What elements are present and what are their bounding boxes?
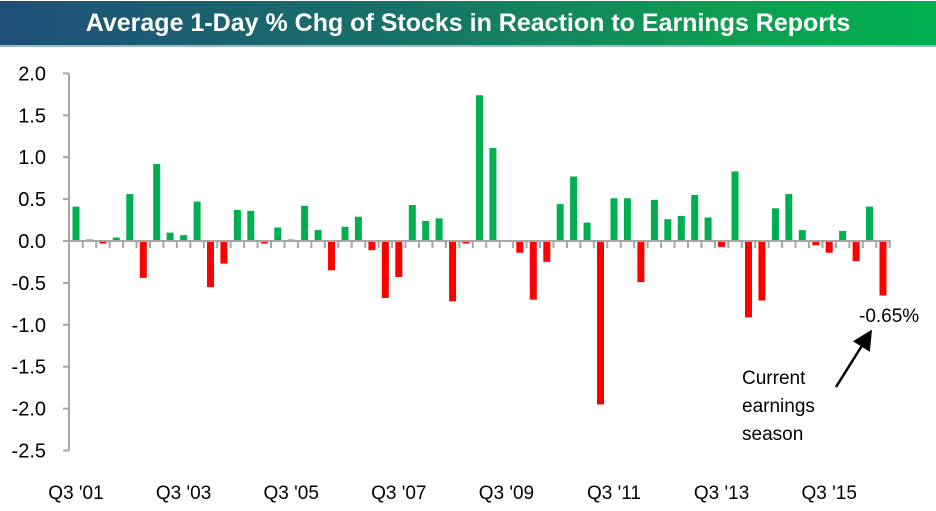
- bar-q3-16: [879, 241, 887, 296]
- bar-q2-02: [112, 237, 120, 241]
- bar-q4-09: [516, 241, 524, 253]
- y-tick-label: -1.0: [12, 315, 46, 337]
- x-tick-label: Q3 '01: [48, 483, 103, 504]
- x-tick-label: Q3 '05: [264, 483, 319, 504]
- x-tick-label: Q3 '09: [479, 483, 534, 504]
- annotation-text-line-2: earnings: [742, 396, 815, 417]
- bar-q3-15: [825, 241, 833, 253]
- bar-q3-07: [395, 241, 403, 277]
- y-tick-label: -0.5: [12, 273, 46, 295]
- bar-q3-12: [664, 219, 672, 241]
- bar-q1-11: [583, 222, 591, 241]
- y-tick-label: -2.0: [12, 399, 46, 421]
- bar-q2-13: [704, 217, 712, 241]
- x-tick-label: Q3 '15: [802, 483, 857, 504]
- bar-q2-14: [758, 241, 766, 301]
- bar-q2-05: [274, 227, 282, 241]
- bar-q1-15: [798, 230, 806, 241]
- bar-q4-03: [193, 201, 201, 241]
- y-tick-label: 0.0: [18, 231, 46, 253]
- bar-q4-02: [139, 241, 147, 278]
- bar-q1-12: [637, 241, 645, 283]
- x-tick-label: Q3 '13: [694, 483, 749, 504]
- bar-q3-14: [771, 208, 779, 241]
- bar-q3-11: [610, 198, 618, 241]
- bar-q2-15: [812, 241, 820, 246]
- y-tick-label: -1.5: [12, 357, 46, 379]
- bar-q4-12: [677, 215, 685, 241]
- bar-q1-02: [99, 241, 107, 244]
- bar-q2-10: [543, 241, 551, 262]
- y-tick-label: 1.0: [18, 147, 46, 169]
- bar-q1-09: [476, 95, 483, 241]
- annotation-text-line-3: season: [742, 424, 803, 445]
- annotation-arrow: [834, 329, 872, 388]
- bar-q1-07: [368, 241, 376, 251]
- bar-q4-14: [785, 194, 793, 241]
- bar-q2-09: [489, 148, 497, 241]
- x-tick-label: Q3 '03: [156, 483, 211, 504]
- bar-q4-04: [247, 210, 255, 241]
- bar-q1-13: [691, 194, 699, 241]
- bars: [72, 95, 887, 405]
- bar-q1-10: [529, 241, 537, 300]
- bar-q1-05: [260, 241, 268, 244]
- bar-q3-01: [72, 206, 80, 241]
- bar-q4-07: [408, 205, 416, 241]
- bar-q2-16: [866, 206, 873, 241]
- y-tick-label: 1.5: [18, 105, 46, 127]
- annotation-text-line-1: Current: [742, 368, 806, 389]
- bar-q4-11: [623, 198, 631, 241]
- annotation: -0.65% Current earnings season: [742, 306, 919, 445]
- y-tick-label: 0.5: [18, 189, 46, 211]
- bar-q2-03: [166, 232, 174, 241]
- bar-q1-04: [207, 241, 214, 288]
- bar-q4-13: [731, 171, 739, 241]
- bar-q4-06: [354, 216, 362, 241]
- x-axis: Q3 '01 Q3 '03 Q3 '05 Q3 '07 Q3 '09 Q3 '11 Q3 '…: [48, 240, 891, 504]
- y-tick-label: -2.5: [12, 441, 46, 463]
- bar-q1-16: [852, 241, 860, 262]
- bar-q3-10: [556, 204, 564, 241]
- bar-q2-07: [381, 241, 389, 298]
- bar-q4-08: [462, 241, 470, 244]
- bar-q2-12: [650, 199, 658, 241]
- bar-q3-04: [233, 210, 241, 241]
- bar-q2-06: [328, 241, 335, 271]
- bar-q1-08: [422, 220, 430, 241]
- y-tick-label: 2.0: [18, 63, 46, 85]
- bar-q3-02: [126, 194, 134, 241]
- bar-q4-05: [301, 205, 309, 241]
- y-axis: 2.0 1.5 1.0 0.5 0.0 -0.5 -1.0 -1.5 -2.0 -2.5: [12, 63, 70, 463]
- bar-q1-06: [314, 230, 322, 241]
- chart-title-bar: Average 1-Day % Chg of Stocks in Reactio…: [0, 1, 936, 47]
- bar-q3-08: [449, 241, 457, 302]
- chart-title: Average 1-Day % Chg of Stocks in Reactio…: [85, 8, 851, 37]
- bar-q2-08: [435, 218, 443, 241]
- bar-q3-03: [180, 235, 188, 241]
- annotation-value-label: -0.65%: [859, 306, 919, 327]
- x-tick-label: Q3 '11: [587, 483, 641, 504]
- bar-q4-10: [570, 176, 578, 241]
- bar-q4-15: [839, 230, 847, 241]
- x-tick-label: Q3 '07: [371, 483, 426, 504]
- bar-q3-06: [341, 226, 349, 241]
- bar-q1-03: [153, 163, 161, 241]
- bar-q1-14: [745, 241, 752, 318]
- bar-q3-13: [718, 241, 726, 247]
- bar-q2-11: [597, 241, 604, 405]
- bar-q2-04: [220, 241, 228, 264]
